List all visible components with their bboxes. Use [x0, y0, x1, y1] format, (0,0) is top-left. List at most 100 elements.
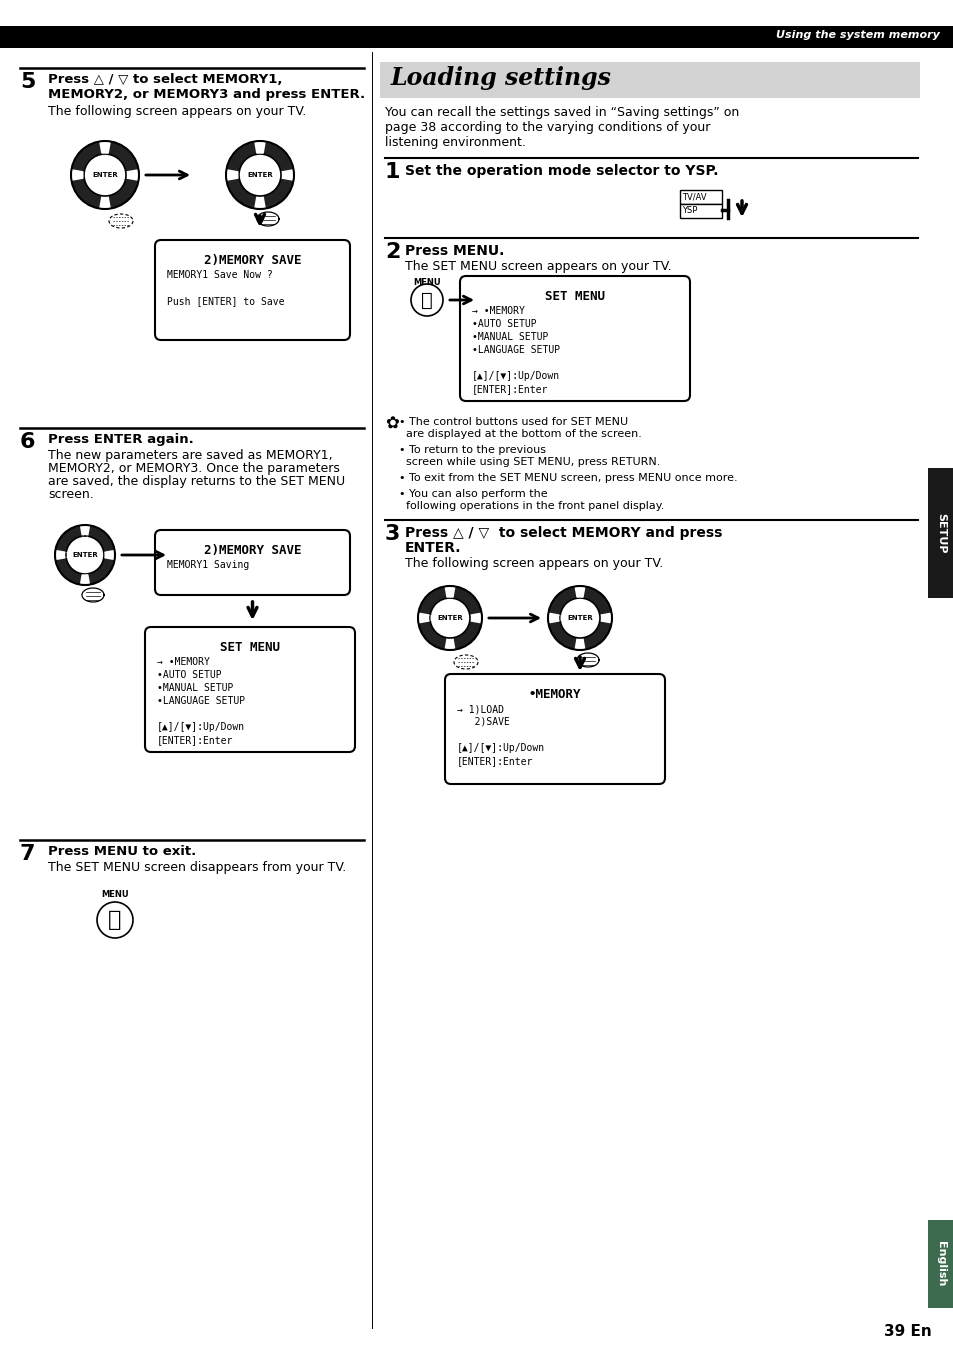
- Text: The new parameters are saved as MEMORY1,: The new parameters are saved as MEMORY1,: [48, 449, 333, 462]
- Polygon shape: [263, 179, 294, 209]
- Text: ◁: ◁: [552, 613, 558, 623]
- Text: 6: 6: [20, 431, 35, 452]
- Bar: [679, 204, 721, 218]
- Text: are saved, the display returns to the SET MENU: are saved, the display returns to the SE…: [48, 474, 345, 488]
- Text: △: △: [82, 530, 89, 538]
- Text: △: △: [577, 590, 582, 600]
- Text: •MANUAL SETUP: •MANUAL SETUP: [157, 683, 233, 693]
- Text: Push [ENTER] to Save: Push [ENTER] to Save: [167, 297, 284, 306]
- Text: [▲]/[▼]:Up/Down: [▲]/[▼]:Up/Down: [472, 371, 559, 381]
- Polygon shape: [418, 621, 446, 650]
- Text: Press △ / ▽  to select MEMORY and press: Press △ / ▽ to select MEMORY and press: [405, 526, 721, 541]
- Text: ◁: ◁: [422, 613, 429, 623]
- Text: YSP: YSP: [681, 206, 697, 214]
- Text: [ENTER]:Enter: [ENTER]:Enter: [157, 735, 233, 745]
- Text: •LANGUAGE SETUP: •LANGUAGE SETUP: [157, 696, 245, 706]
- Text: SET MENU: SET MENU: [544, 290, 604, 303]
- Circle shape: [84, 154, 126, 195]
- Text: ▽: ▽: [446, 636, 453, 646]
- Text: ▷: ▷: [282, 170, 289, 179]
- Text: △: △: [256, 146, 263, 155]
- Text: • The control buttons used for SET MENU: • The control buttons used for SET MENU: [398, 417, 627, 427]
- Text: 2)MEMORY SAVE: 2)MEMORY SAVE: [204, 253, 301, 267]
- FancyBboxPatch shape: [154, 530, 350, 594]
- Text: ▷: ▷: [600, 613, 607, 623]
- Polygon shape: [71, 179, 101, 209]
- Text: Set the operation mode selector to YSP.: Set the operation mode selector to YSP.: [405, 164, 718, 178]
- Text: • To exit from the SET MENU screen, press MENU once more.: • To exit from the SET MENU screen, pres…: [398, 473, 737, 483]
- Text: 7: 7: [20, 844, 35, 864]
- Text: MENU: MENU: [101, 890, 129, 899]
- Text: [ENTER]:Enter: [ENTER]:Enter: [456, 756, 533, 766]
- Text: 2)MEMORY SAVE: 2)MEMORY SAVE: [204, 545, 301, 557]
- Polygon shape: [71, 142, 101, 171]
- Text: ◁: ◁: [231, 170, 237, 179]
- Text: screen.: screen.: [48, 488, 93, 501]
- Polygon shape: [55, 526, 82, 551]
- Text: • To return to the previous: • To return to the previous: [398, 445, 545, 456]
- Text: Using the system memory: Using the system memory: [776, 30, 939, 40]
- Text: TV/AV: TV/AV: [681, 191, 706, 201]
- Polygon shape: [548, 586, 576, 615]
- Text: Loading settings: Loading settings: [391, 66, 611, 90]
- Text: [▲]/[▼]:Up/Down: [▲]/[▼]:Up/Down: [456, 743, 544, 754]
- Text: ◁: ◁: [60, 550, 66, 559]
- Text: ▽: ▽: [82, 572, 89, 581]
- Circle shape: [66, 537, 104, 574]
- Polygon shape: [453, 586, 481, 615]
- Bar: [927, 468, 953, 599]
- Text: ENTER: ENTER: [436, 615, 462, 621]
- Text: ▷: ▷: [470, 613, 476, 623]
- Bar: [379, 62, 919, 98]
- Circle shape: [559, 599, 599, 638]
- Text: ENTER: ENTER: [92, 173, 118, 178]
- Polygon shape: [89, 558, 114, 585]
- Text: Press ENTER again.: Press ENTER again.: [48, 433, 193, 446]
- Bar: [927, 1220, 953, 1308]
- Text: The following screen appears on your TV.: The following screen appears on your TV.: [48, 105, 306, 119]
- Text: ▽: ▽: [577, 636, 582, 646]
- Text: 2: 2: [385, 243, 400, 262]
- Text: •AUTO SETUP: •AUTO SETUP: [472, 319, 536, 329]
- Text: SETUP: SETUP: [935, 512, 945, 553]
- Polygon shape: [109, 142, 138, 171]
- Text: ◁: ◁: [75, 170, 82, 179]
- Text: following operations in the front panel display.: following operations in the front panel …: [398, 501, 663, 511]
- Text: The SET MENU screen disappears from your TV.: The SET MENU screen disappears from your…: [48, 861, 346, 874]
- Polygon shape: [226, 179, 256, 209]
- Text: are displayed at the bottom of the screen.: are displayed at the bottom of the scree…: [398, 429, 641, 439]
- Text: MEMORY1 Save Now ?: MEMORY1 Save Now ?: [167, 270, 273, 280]
- Text: You can recall the settings saved in “Saving settings” on: You can recall the settings saved in “Sa…: [385, 106, 739, 119]
- FancyBboxPatch shape: [459, 276, 689, 400]
- Polygon shape: [418, 586, 446, 615]
- Text: •MANUAL SETUP: •MANUAL SETUP: [472, 332, 548, 342]
- Text: MEMORY2, or MEMORY3. Once the parameters: MEMORY2, or MEMORY3. Once the parameters: [48, 462, 339, 474]
- Text: ✋: ✋: [420, 291, 433, 310]
- Polygon shape: [89, 526, 114, 551]
- Text: •AUTO SETUP: •AUTO SETUP: [157, 670, 221, 679]
- Text: 2)SAVE: 2)SAVE: [456, 717, 509, 727]
- Text: •MEMORY: •MEMORY: [528, 687, 580, 701]
- Text: • You can also perform the: • You can also perform the: [398, 489, 547, 499]
- Text: ▷: ▷: [128, 170, 134, 179]
- Polygon shape: [55, 558, 82, 585]
- Text: English: English: [935, 1242, 945, 1287]
- Text: ✋: ✋: [109, 910, 122, 930]
- FancyBboxPatch shape: [444, 674, 664, 785]
- Polygon shape: [453, 621, 481, 650]
- Text: MENU: MENU: [413, 278, 440, 287]
- Polygon shape: [226, 142, 256, 171]
- Text: [▲]/[▼]:Up/Down: [▲]/[▼]:Up/Down: [157, 723, 245, 732]
- Text: •LANGUAGE SETUP: •LANGUAGE SETUP: [472, 345, 559, 355]
- Polygon shape: [583, 621, 611, 650]
- Text: 1: 1: [385, 162, 400, 182]
- Text: ▷: ▷: [104, 550, 111, 559]
- Bar: [679, 190, 721, 204]
- Text: ▽: ▽: [256, 195, 263, 205]
- Text: screen while using SET MENU, press RETURN.: screen while using SET MENU, press RETUR…: [398, 457, 659, 466]
- Text: → 1)LOAD: → 1)LOAD: [456, 704, 503, 714]
- Text: page 38 according to the varying conditions of your: page 38 according to the varying conditi…: [385, 121, 710, 133]
- FancyBboxPatch shape: [154, 240, 350, 340]
- Text: △: △: [446, 590, 453, 600]
- Text: MEMORY2, or MEMORY3 and press ENTER.: MEMORY2, or MEMORY3 and press ENTER.: [48, 88, 365, 101]
